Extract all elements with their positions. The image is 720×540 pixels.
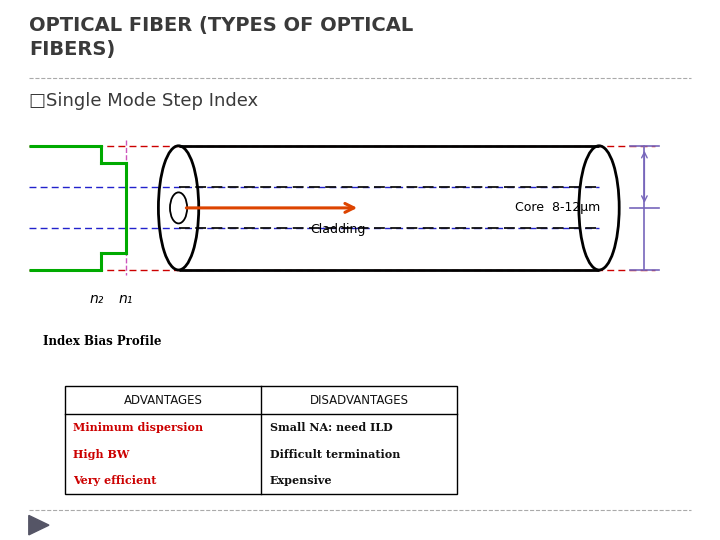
- Bar: [65, 386, 457, 494]
- Text: □Single Mode Step Index: □Single Mode Step Index: [29, 92, 258, 110]
- Text: Small NA: need ILD: Small NA: need ILD: [270, 422, 392, 433]
- Polygon shape: [29, 515, 49, 535]
- Text: High BW: High BW: [73, 449, 130, 460]
- Text: DISADVANTAGES: DISADVANTAGES: [310, 394, 409, 407]
- Text: Difficult termination: Difficult termination: [270, 449, 400, 460]
- Text: Expensive: Expensive: [270, 475, 332, 487]
- Text: Minimum dispersion: Minimum dispersion: [73, 422, 204, 433]
- Text: Core  8-12μm: Core 8-12μm: [515, 201, 600, 214]
- Text: Cladding: Cladding: [311, 223, 366, 236]
- Text: ADVANTAGES: ADVANTAGES: [123, 394, 202, 407]
- Text: n₁: n₁: [119, 292, 133, 306]
- Text: Very efficient: Very efficient: [73, 475, 157, 487]
- Text: Index Bias Profile: Index Bias Profile: [43, 335, 162, 348]
- Text: n₂: n₂: [90, 292, 104, 306]
- Text: OPTICAL FIBER (TYPES OF OPTICAL
FIBERS): OPTICAL FIBER (TYPES OF OPTICAL FIBERS): [29, 16, 413, 59]
